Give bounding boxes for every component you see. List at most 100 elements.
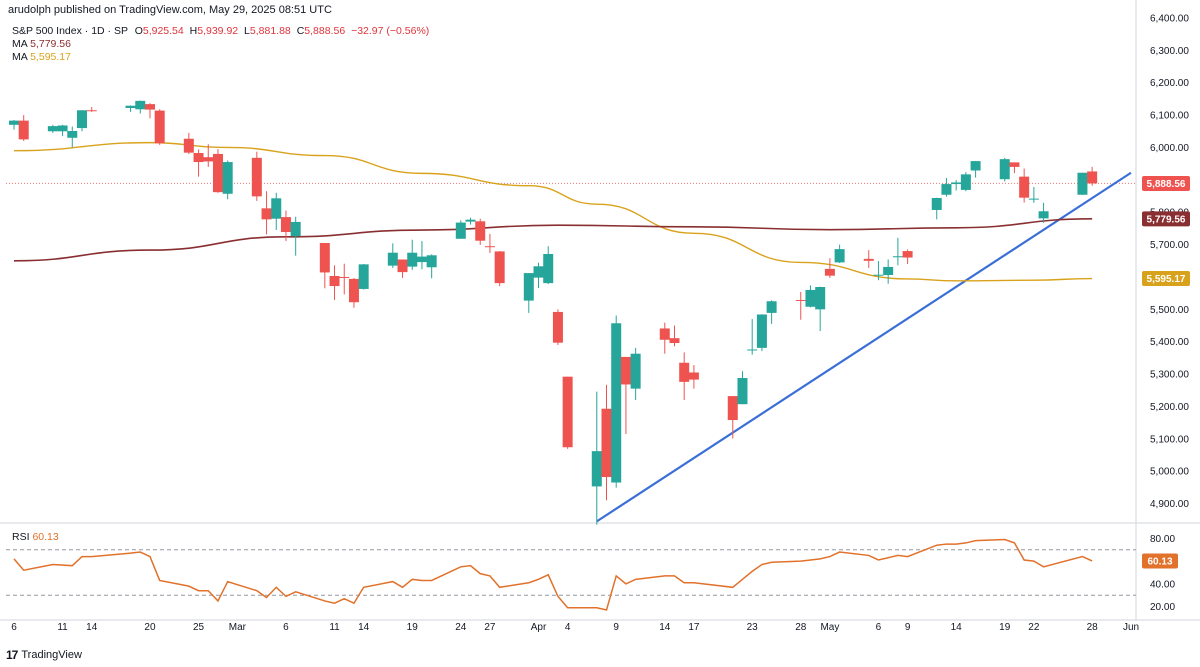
rsi-tick-label: 80.00	[1150, 534, 1175, 545]
candle-down	[494, 251, 505, 287]
ma1-legend-row[interactable]: MA 5,779.56	[12, 38, 429, 51]
candle-body	[125, 105, 136, 108]
support-trendline	[596, 171, 1132, 523]
candle-body	[562, 376, 573, 448]
candle-up	[892, 237, 903, 266]
close-label: C	[296, 25, 305, 37]
candle-body	[67, 130, 78, 138]
price-badge-label: 5,779.56	[1147, 214, 1186, 225]
candle-up	[941, 177, 952, 197]
candle-body	[319, 242, 330, 273]
tradingview-logo: 17	[6, 648, 18, 662]
candle-body	[1038, 211, 1049, 219]
price-tick-label: 6,400.00	[1150, 14, 1189, 25]
candle-body	[873, 274, 884, 276]
candle-down	[339, 263, 350, 295]
candle-body	[805, 289, 816, 307]
candle-body	[543, 253, 554, 284]
candle-body	[193, 152, 204, 163]
rsi-badge-label: 60.13	[1147, 556, 1172, 567]
candle-down	[727, 396, 738, 439]
candle-down	[261, 191, 272, 235]
rsi-tick-label: 20.00	[1150, 602, 1175, 613]
candle-up	[76, 110, 87, 132]
candle-down	[397, 259, 408, 278]
rsi-badge: 60.13	[1142, 553, 1178, 569]
candle-body	[251, 157, 262, 197]
candle-body	[329, 276, 340, 287]
date-tick-label: Jun	[1123, 622, 1139, 633]
date-tick-label: 6	[283, 622, 289, 633]
price-tick-label: 5,700.00	[1150, 240, 1189, 251]
price-badge: 5,888.56	[1142, 176, 1190, 192]
tradingview-brand[interactable]: 17 TradingView	[6, 648, 82, 662]
candle-down	[1009, 162, 1020, 174]
candle-body	[941, 184, 952, 195]
candle-down	[620, 356, 631, 434]
candle-down	[144, 103, 155, 119]
candle-down	[902, 249, 913, 265]
price-badge: 5,595.17	[1142, 271, 1190, 287]
price-badge-bg	[1142, 176, 1190, 192]
candle-up	[407, 239, 418, 270]
candle-body	[426, 255, 437, 268]
date-tick-label: 6	[876, 622, 882, 633]
candle-up	[611, 315, 622, 488]
candle-up	[805, 285, 816, 308]
price-tick-label: 5,500.00	[1150, 305, 1189, 316]
candle-up	[222, 160, 233, 200]
candle-up	[67, 126, 78, 148]
candle-up	[1038, 202, 1049, 223]
candle-body	[601, 408, 612, 478]
candle-body	[1077, 172, 1088, 195]
price-tick-label: 5,200.00	[1150, 402, 1189, 413]
candle-body	[756, 314, 767, 348]
date-tick-label: 11	[57, 622, 68, 633]
candle-body	[795, 299, 806, 301]
candle-body	[737, 377, 748, 405]
candle-up	[766, 300, 777, 324]
candle-down	[86, 107, 97, 112]
candle-down	[688, 365, 699, 389]
price-tick-label: 5,300.00	[1150, 370, 1189, 381]
price-tick-label: 4,900.00	[1150, 499, 1189, 510]
candle-up	[271, 192, 282, 231]
rsi-legend[interactable]: RSI 60.13	[12, 531, 59, 543]
candle-body	[960, 174, 971, 190]
candle-body	[727, 396, 738, 421]
price-tick-label: 6,200.00	[1150, 78, 1189, 89]
candle-body	[358, 264, 369, 289]
candle-down	[280, 210, 291, 242]
ma2-legend-row[interactable]: MA 5,595.17	[12, 51, 429, 64]
candle-body	[222, 162, 233, 194]
candle-down	[795, 291, 806, 320]
rsi-tick-label: 40.00	[1150, 579, 1175, 590]
candle-down	[18, 115, 29, 142]
candle-body	[387, 252, 398, 266]
low-label: L	[244, 25, 250, 37]
ma-line-long	[13, 218, 1093, 262]
candles-layer	[9, 100, 1098, 525]
candle-body	[261, 208, 272, 220]
date-tick-label: 17	[688, 622, 700, 633]
ma2-value: 5,595.17	[30, 51, 71, 63]
candle-down	[659, 322, 670, 354]
candle-up	[358, 264, 369, 290]
symbol-legend-row[interactable]: S&P 500 Index · 1D · SP O5,925.54 H5,939…	[12, 25, 429, 38]
ma2-label: MA	[12, 51, 28, 63]
candle-body	[407, 252, 418, 267]
date-tick-label: 19	[999, 622, 1011, 633]
date-tick-label: 14	[86, 622, 98, 633]
rsi-line	[13, 538, 1093, 611]
candle-up	[630, 347, 641, 400]
low-value: 5,881.88	[249, 25, 291, 37]
candle-body	[47, 126, 58, 132]
candle-body	[339, 276, 350, 278]
date-tick-label: 28	[1087, 622, 1099, 633]
close-value: 5,888.56	[304, 25, 346, 37]
date-tick-label: 9	[905, 622, 911, 633]
date-tick-label: 11	[329, 622, 340, 633]
candle-body	[494, 251, 505, 284]
